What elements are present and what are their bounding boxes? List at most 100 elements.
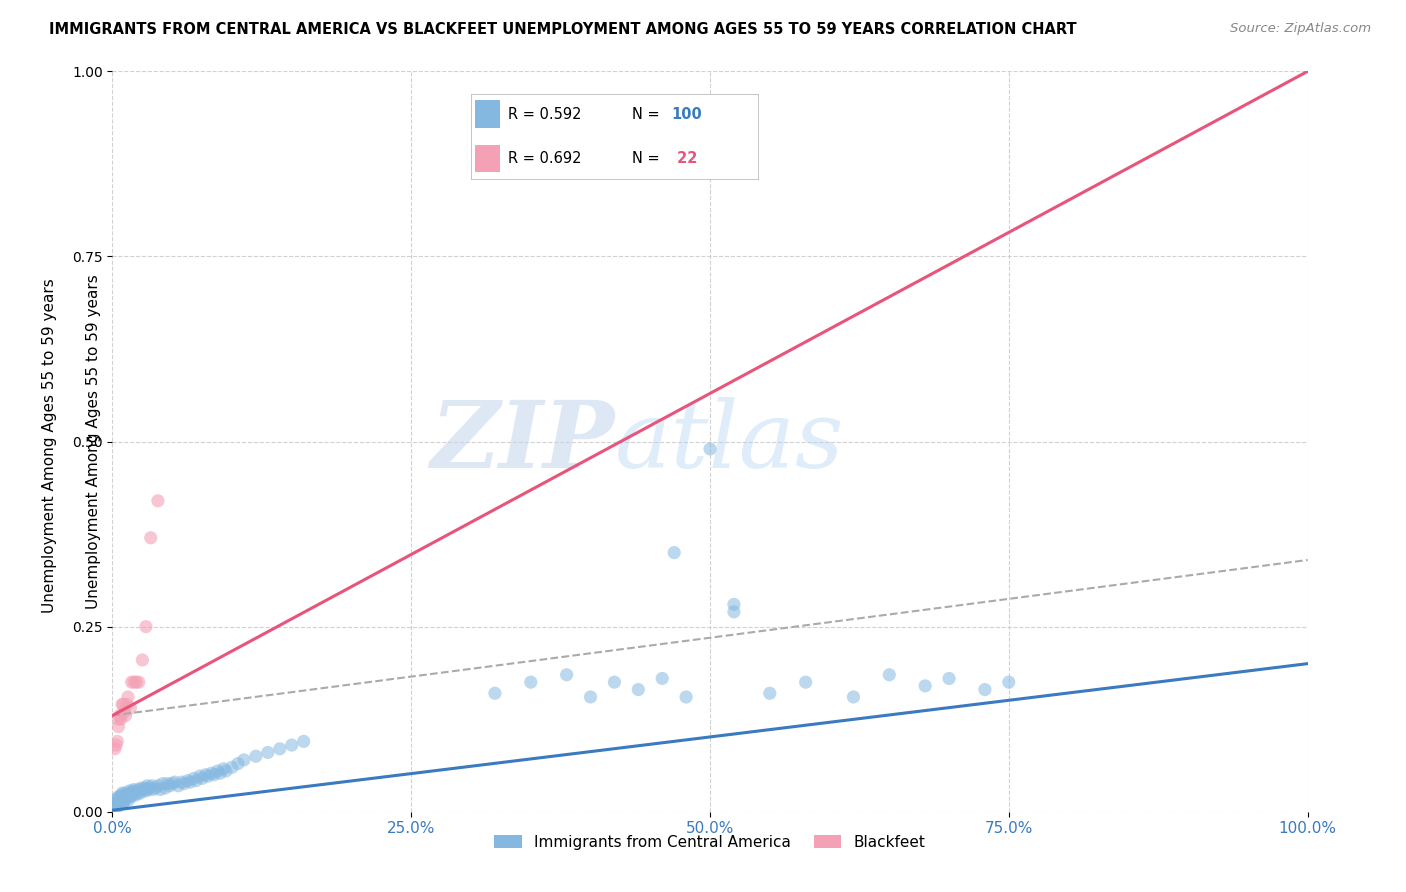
Point [138, 780, 160, 795]
Point [110, 712, 132, 726]
Point [121, 675, 143, 690]
Point [292, 734, 315, 748]
Point [111, 786, 134, 800]
Point [131, 784, 153, 798]
Point [974, 682, 997, 697]
Point [269, 741, 291, 756]
Point [114, 789, 136, 803]
Point [167, 779, 190, 793]
Text: atlas: atlas [614, 397, 844, 486]
Point [159, 779, 181, 793]
Point [555, 667, 578, 681]
Point [170, 775, 193, 789]
Point [699, 442, 721, 456]
Text: IMMIGRANTS FROM CENTRAL AMERICA VS BLACKFEET UNEMPLOYMENT AMONG AGES 55 TO 59 YE: IMMIGRANTS FROM CENTRAL AMERICA VS BLACK… [49, 22, 1077, 37]
Point [129, 780, 152, 795]
Point [215, 764, 238, 778]
Point [134, 780, 156, 795]
Point [128, 675, 150, 690]
Point [120, 789, 142, 804]
Point [794, 675, 817, 690]
Point [520, 675, 543, 690]
Point [146, 779, 169, 793]
Point [675, 690, 697, 704]
Point [603, 675, 626, 690]
Point [202, 767, 225, 781]
Point [114, 791, 136, 805]
Point [104, 796, 127, 810]
Point [117, 794, 139, 808]
Point [579, 690, 602, 704]
Point [136, 779, 159, 793]
Point [111, 797, 134, 812]
Point [142, 782, 165, 797]
Point [105, 734, 128, 748]
Point [257, 746, 280, 760]
Point [104, 798, 127, 813]
Point [122, 786, 145, 800]
Point [226, 756, 249, 771]
Point [117, 786, 139, 800]
Point [105, 791, 128, 805]
Point [201, 766, 224, 780]
Point [108, 796, 131, 810]
Y-axis label: Unemployment Among Ages 55 to 59 years: Unemployment Among Ages 55 to 59 years [86, 274, 101, 609]
Text: Unemployment Among Ages 55 to 59 years: Unemployment Among Ages 55 to 59 years [42, 278, 56, 614]
Point [177, 773, 200, 788]
Point [145, 780, 167, 795]
Point [186, 773, 208, 788]
Point [105, 794, 128, 808]
Text: Source: ZipAtlas.com: Source: ZipAtlas.com [1230, 22, 1371, 36]
Point [135, 784, 157, 798]
Point [162, 776, 183, 790]
Point [233, 753, 256, 767]
Point [114, 705, 135, 719]
Point [128, 782, 150, 797]
Point [197, 769, 219, 783]
Point [879, 667, 901, 681]
Point [914, 679, 936, 693]
Point [105, 800, 128, 814]
Point [114, 786, 135, 800]
Point [129, 786, 152, 800]
Point [127, 786, 149, 800]
Point [998, 675, 1021, 690]
Point [125, 784, 148, 798]
Point [121, 784, 143, 798]
Point [110, 789, 132, 803]
Point [108, 708, 131, 723]
Point [115, 789, 138, 804]
Point [723, 605, 745, 619]
Point [139, 531, 162, 545]
Legend: Immigrants from Central America, Blackfeet: Immigrants from Central America, Blackfe… [488, 829, 932, 856]
Point [627, 682, 650, 697]
Point [120, 786, 142, 800]
Point [104, 741, 127, 756]
Point [103, 801, 125, 815]
Point [107, 712, 129, 726]
Point [122, 782, 145, 797]
Point [221, 760, 243, 774]
Point [131, 653, 153, 667]
Point [112, 698, 135, 712]
Point [105, 738, 128, 752]
Point [188, 769, 211, 783]
Point [651, 672, 673, 686]
Text: ZIP: ZIP [430, 397, 614, 486]
Point [938, 672, 960, 686]
Point [212, 762, 235, 776]
Point [114, 708, 136, 723]
Point [723, 598, 745, 612]
Point [173, 776, 195, 790]
Point [125, 675, 148, 690]
Point [112, 796, 135, 810]
Point [179, 775, 201, 789]
Point [842, 690, 865, 704]
Point [124, 789, 146, 803]
Point [183, 772, 205, 786]
Point [112, 789, 135, 804]
Point [149, 782, 172, 797]
Point [110, 794, 132, 808]
Point [484, 686, 506, 700]
Point [115, 698, 138, 712]
